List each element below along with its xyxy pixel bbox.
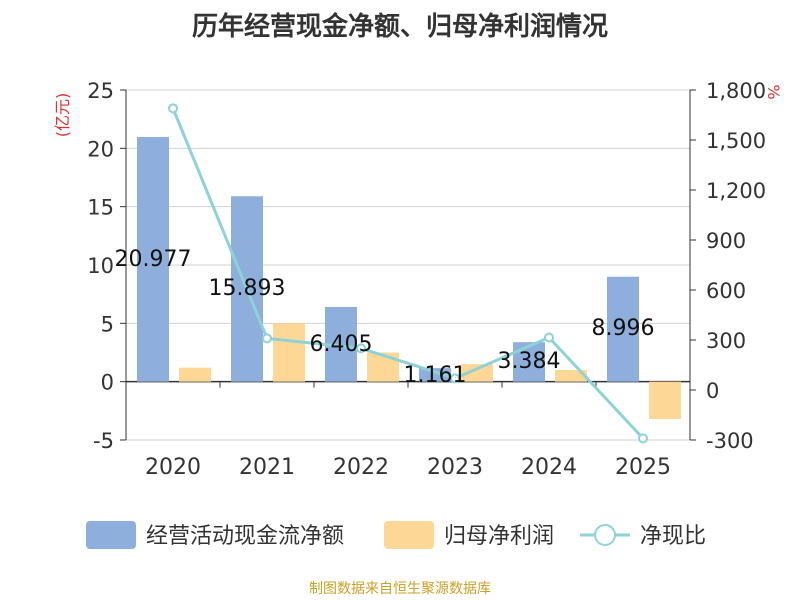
left-tick-label: 25 — [87, 79, 114, 103]
legend-label: 归母净利润 — [444, 524, 554, 549]
bar-value-label: 3.384 — [498, 349, 561, 374]
right-tick-label: 900 — [706, 229, 746, 253]
line-point — [356, 343, 366, 354]
bar-net-profit — [461, 364, 493, 382]
bar-net-profit — [273, 323, 305, 382]
right-tick-label: 0 — [706, 379, 719, 403]
left-tick-label: -5 — [93, 429, 114, 453]
line-layer — [168, 103, 648, 444]
series-line — [171, 107, 645, 440]
bar-layer — [137, 136, 681, 419]
bar-net-profit — [649, 381, 681, 419]
bar-value-label: 1.161 — [404, 363, 467, 388]
left-tick-label: 10 — [87, 254, 114, 278]
left-tick-label: 5 — [101, 312, 114, 336]
right-tick-label: 1,500 — [706, 129, 766, 153]
right-tick-label: -300 — [706, 429, 754, 453]
legend-label: 净现比 — [640, 524, 706, 549]
x-tick-label: 2022 — [333, 455, 389, 480]
bar-cashflow — [419, 368, 451, 382]
x-tick-label: 2021 — [239, 455, 295, 480]
bar-cashflow — [513, 342, 545, 382]
bar-value-label: 6.405 — [310, 332, 373, 357]
right-tick-label: 600 — [706, 279, 746, 303]
legend-swatch — [384, 521, 434, 549]
right-tick-label: 1,200 — [706, 179, 766, 203]
left-tick-label: 0 — [101, 371, 114, 395]
x-tick-label: 2020 — [145, 455, 201, 480]
left-tick-label: 20 — [87, 137, 114, 161]
legend-swatch — [86, 521, 136, 549]
legend: 经营活动现金流净额 归母净利润 净现比 — [86, 521, 706, 549]
x-tick-label: 2024 — [521, 455, 577, 480]
bar-cashflow — [607, 276, 639, 382]
legend-marker — [594, 524, 616, 546]
bar-cashflow — [137, 136, 169, 382]
right-tick-label: 1,800 — [706, 79, 766, 103]
left-axis-title: (亿元) — [53, 93, 72, 138]
data-labels: 20.977 15.893 6.405 1.161 3.384 8.996 — [115, 247, 655, 388]
bar-net-profit — [179, 367, 211, 382]
line-point — [262, 333, 272, 344]
legend-label: 经营活动现金流净额 — [146, 524, 344, 549]
right-tick-label: 300 — [706, 329, 746, 353]
line-point — [544, 332, 554, 343]
axes: 25 20 15 10 5 0 -5 1,800 1,500 1,200 900 600 300 0 -30… — [53, 79, 783, 480]
bar-value-label: 15.893 — [209, 276, 286, 301]
chart-title: 历年经营现金净额、归母净利润情况 — [191, 12, 608, 42]
line-point — [638, 433, 648, 444]
x-tick-label: 2025 — [615, 455, 671, 480]
left-tick-label: 15 — [87, 196, 114, 220]
line-point — [450, 373, 460, 384]
right-axis-title: % — [764, 84, 783, 99]
bar-net-profit — [555, 370, 587, 382]
bar-value-label: 8.996 — [592, 316, 655, 341]
x-tick-label: 2023 — [427, 455, 483, 480]
bar-value-label: 20.977 — [115, 247, 192, 272]
line-point — [168, 103, 178, 114]
source-note: 制图数据来自恒生聚源数据库 — [309, 581, 491, 597]
